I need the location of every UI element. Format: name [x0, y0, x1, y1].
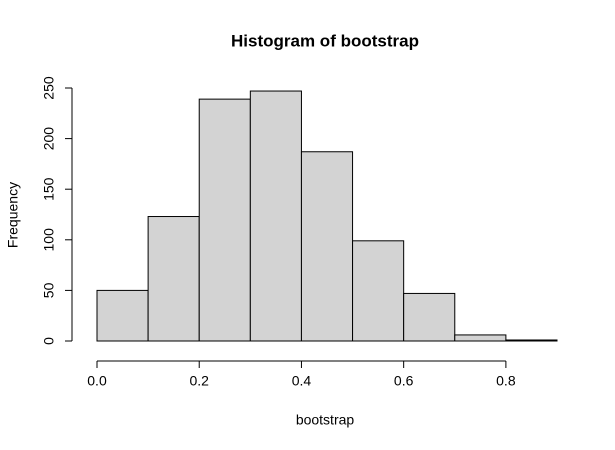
y-tick-label: 50: [41, 282, 57, 298]
x-axis-label: bootstrap: [296, 412, 355, 428]
bar: [505, 339, 558, 342]
bar: [352, 240, 405, 342]
y-tick-label: 250: [41, 76, 57, 100]
y-axis-label: Frequency: [5, 182, 21, 248]
bar: [147, 216, 200, 342]
bar: [403, 292, 456, 342]
bar: [249, 90, 302, 342]
x-tick-label: 0.0: [87, 373, 107, 389]
bar: [300, 151, 354, 342]
x-tick-label: 0.6: [394, 373, 414, 389]
y-tick-label: 150: [41, 177, 57, 201]
bar: [454, 334, 507, 342]
x-tick-label: 0.2: [189, 373, 209, 389]
bar: [198, 98, 251, 342]
y-tick-label: 0: [41, 337, 57, 345]
chart-title: Histogram of bootstrap: [231, 31, 419, 50]
x-tick-label: 0.4: [292, 373, 312, 389]
bar: [96, 289, 149, 342]
y-tick-label: 100: [41, 228, 57, 252]
y-tick-label: 200: [41, 127, 57, 151]
x-tick-label: 0.8: [496, 373, 516, 389]
